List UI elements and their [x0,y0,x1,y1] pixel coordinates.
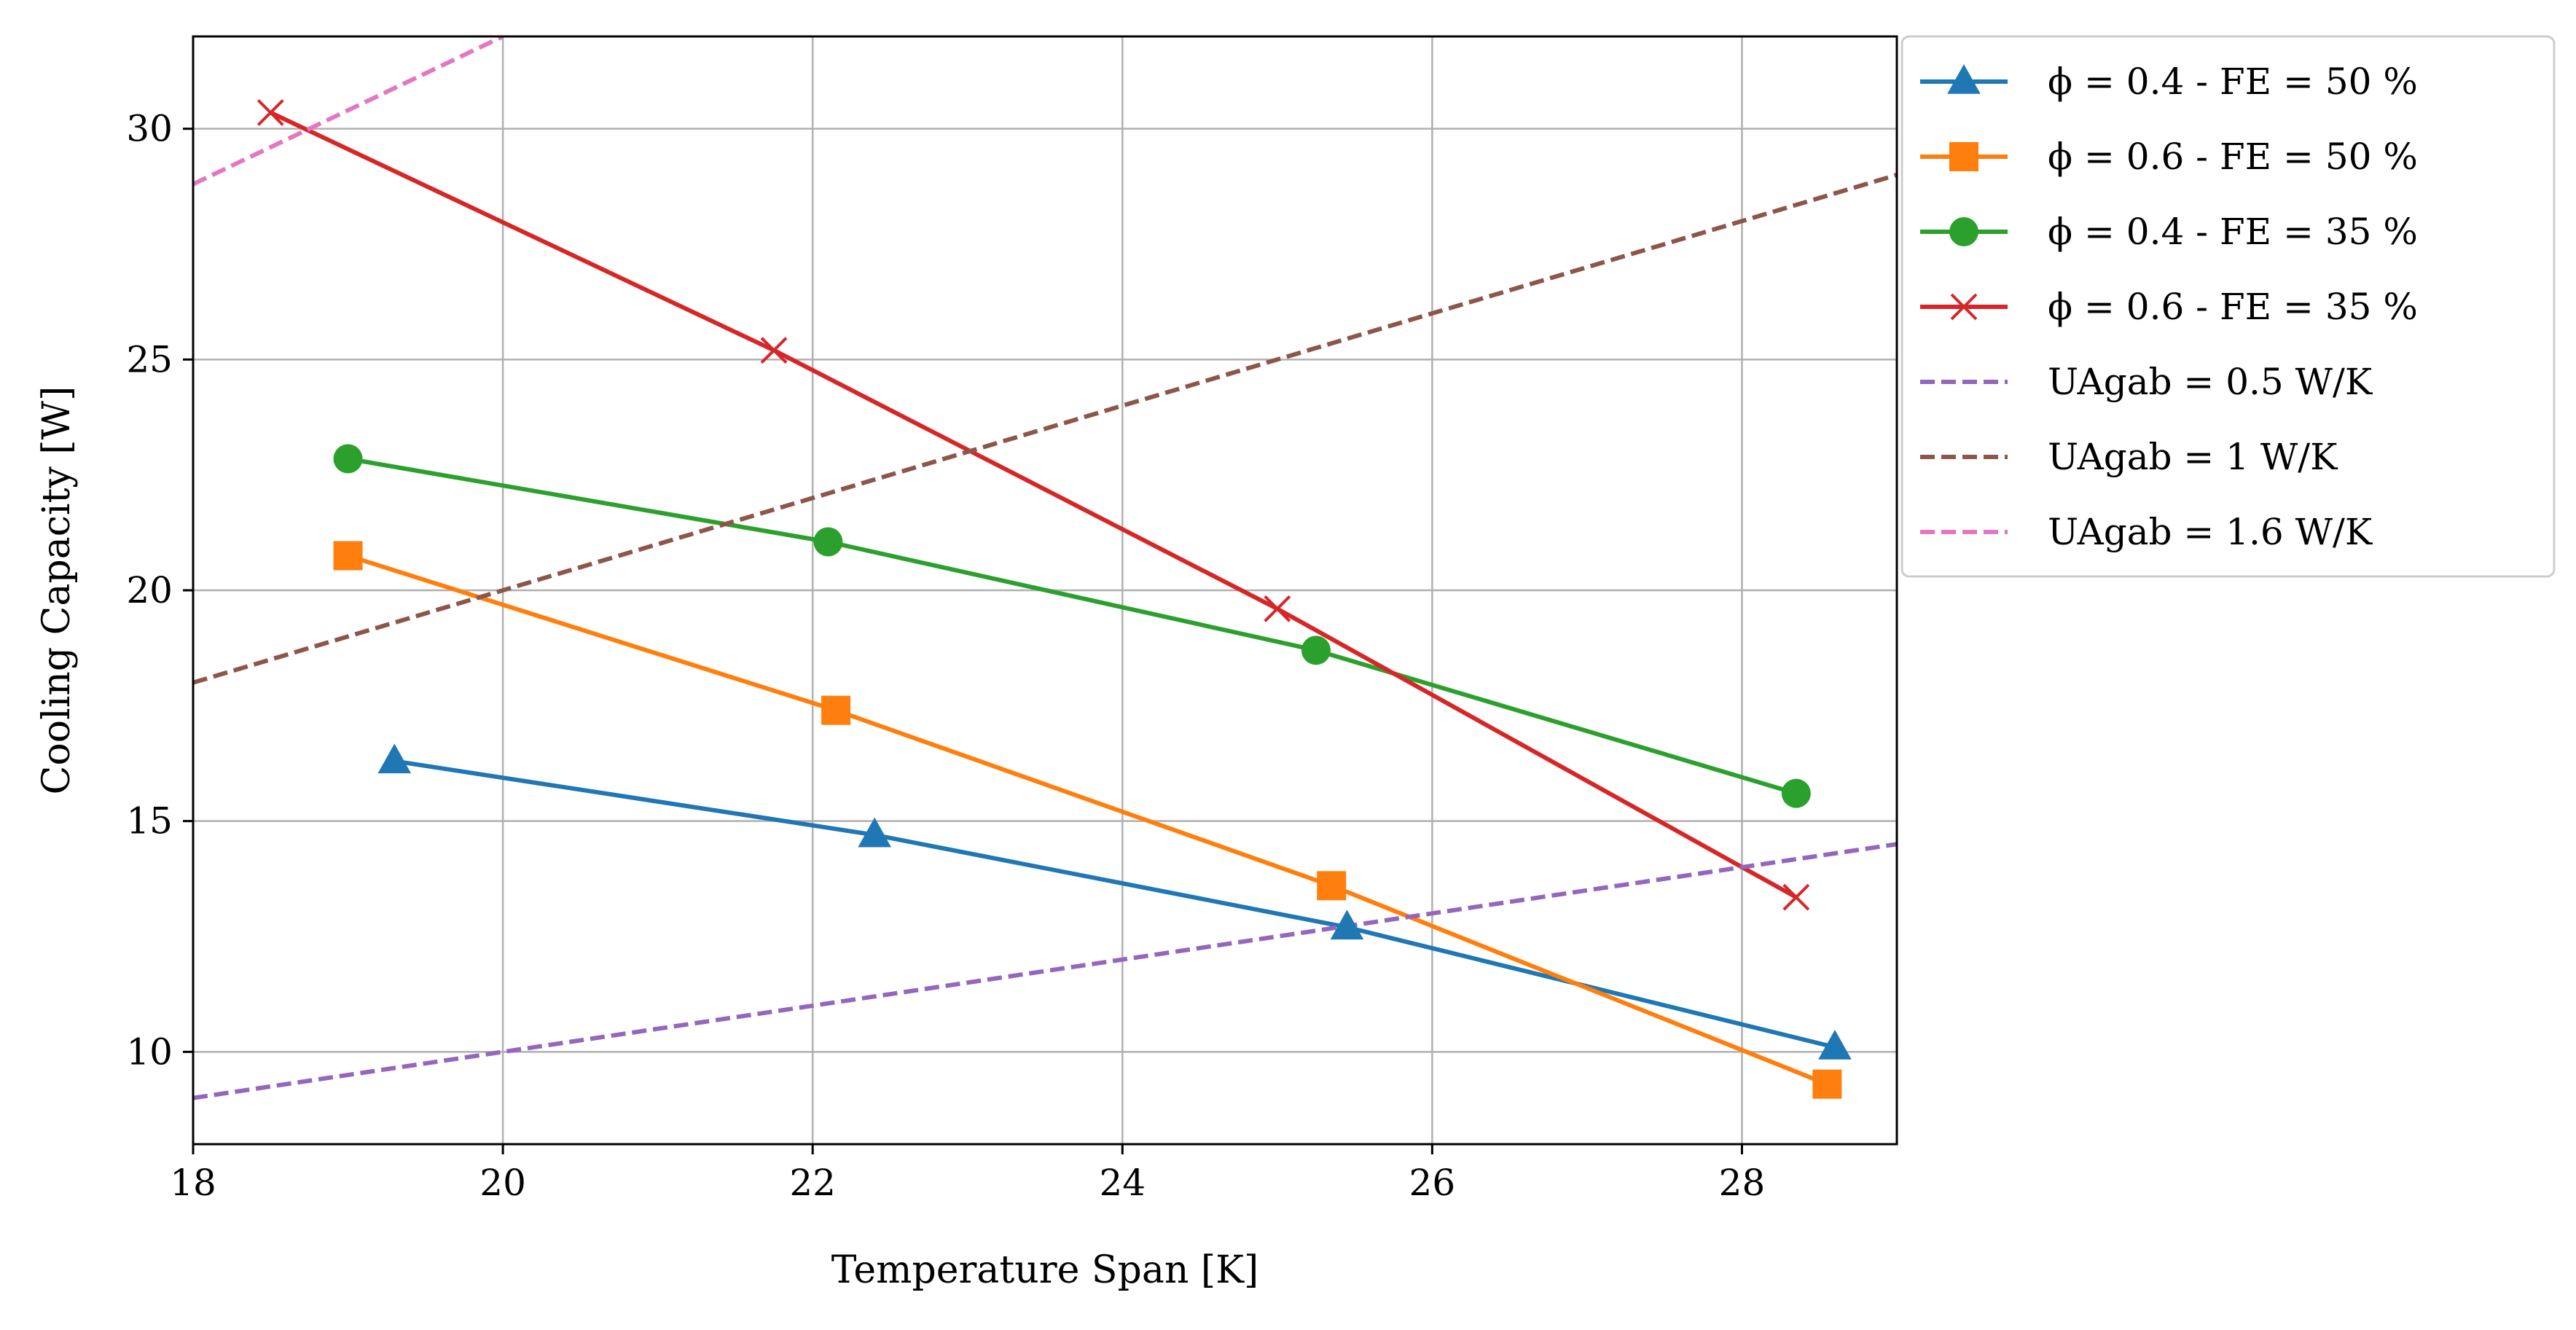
marker-layer [257,99,1852,1099]
data-point-series-2 [1317,871,1347,901]
x-marker-stroke [760,337,788,364]
legend-entry-label: ϕ = 0.6 - FE = 50 % [2048,136,2418,178]
x-marker-stroke [1782,883,1810,911]
y-tick-label: 15 [126,800,173,842]
legend-entry-label: ϕ = 0.4 - FE = 35 % [2048,211,2418,253]
x-tick-label: 24 [1099,1162,1146,1204]
series-line-6 [193,173,1897,685]
legend-swatch-marker [1950,293,1978,321]
legend-entry-label: UAgab = 1.6 W/K [2048,511,2373,553]
series-line-5 [193,842,1897,1100]
series-line-3 [348,456,1797,796]
y-tick-label: 10 [126,1030,173,1073]
y-tick-label: 25 [126,338,173,380]
legend-entry-label: ϕ = 0.6 - FE = 35 % [2048,286,2418,328]
y-tick-label: 30 [126,108,173,150]
data-point-series-4 [760,337,788,364]
data-point-series-2 [333,541,363,571]
data-point-series-3 [813,527,843,557]
x-tick-label: 26 [1409,1162,1456,1204]
x-marker-stroke [1950,293,1978,321]
data-point-series-1 [858,817,891,848]
legend-frame [1900,35,2556,578]
legend-entry-label: ϕ = 0.4 - FE = 50 % [2048,60,2418,103]
data-point-series-3 [333,444,363,474]
x-tick-label: 22 [789,1162,836,1204]
data-point-series-3 [1301,635,1331,665]
data-point-series-4 [1782,883,1810,911]
y-axis-label: Cooling Capacity [W] [35,386,79,795]
legend-swatch-marker [1947,64,1981,94]
x-tick-label: 28 [1719,1162,1766,1204]
data-point-series-4 [1264,595,1291,622]
x-marker-stroke [1264,595,1291,622]
x-tick-label: 20 [479,1162,526,1204]
series-line-4 [269,110,1798,899]
data-point-series-1 [1330,910,1364,940]
legend-swatch-marker [1949,142,1978,171]
y-tick-label: 20 [126,569,173,611]
x-tick-label: 18 [170,1162,216,1204]
data-point-series-2 [1812,1069,1842,1099]
series-line-7 [193,36,504,187]
x-marker-stroke [257,99,284,126]
legend-entry-label: UAgab = 0.5 W/K [2048,361,2373,403]
legend: ϕ = 0.4 - FE = 50 % ϕ = 0.6 - FE = 50 % ϕ … [1900,35,2556,578]
legend-swatch-marker [1949,217,1978,246]
x-axis-label: Temperature Span [K] [831,1248,1259,1292]
data-point-series-1 [377,743,412,774]
data-point-series-4 [257,99,284,126]
data-point-series-3 [1781,778,1811,808]
legend-entry-label: UAgab = 1 W/K [2048,436,2338,478]
data-point-series-2 [821,695,851,725]
series-line-2 [347,553,1828,1087]
data-point-series-1 [1818,1030,1852,1060]
ticks: 18 20 22 24 26 28 10 15 20 25 30 [126,108,1765,1204]
series-layer [193,36,1897,1100]
